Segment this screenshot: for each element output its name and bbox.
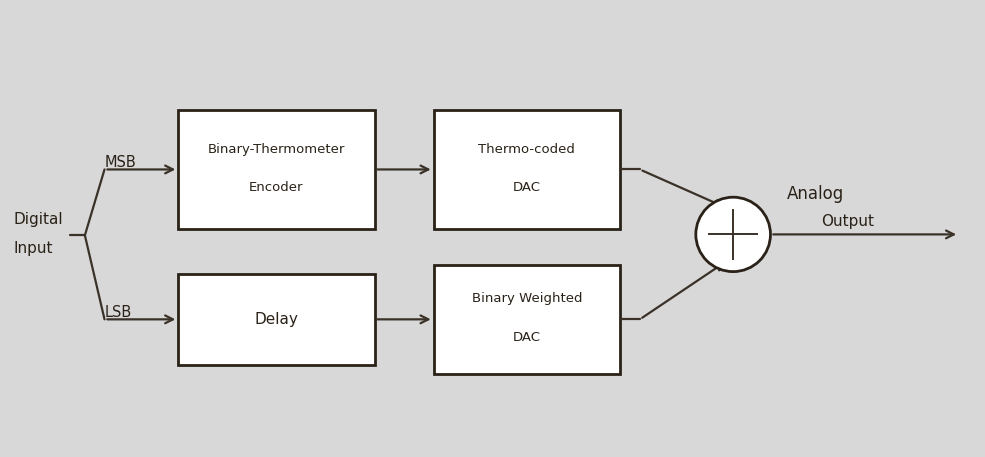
FancyBboxPatch shape — [178, 111, 374, 228]
FancyBboxPatch shape — [433, 111, 621, 228]
Text: Output: Output — [821, 214, 875, 229]
Text: Encoder: Encoder — [249, 181, 303, 194]
Text: Binary-Thermometer: Binary-Thermometer — [208, 143, 345, 155]
Text: Thermo-coded: Thermo-coded — [479, 143, 575, 155]
Text: Analog: Analog — [787, 186, 844, 203]
Text: Binary Weighted: Binary Weighted — [472, 292, 582, 305]
Text: Input: Input — [13, 241, 52, 256]
Text: DAC: DAC — [513, 181, 541, 194]
Ellipse shape — [695, 197, 770, 271]
Text: LSB: LSB — [104, 305, 132, 320]
Text: DAC: DAC — [513, 331, 541, 344]
Text: MSB: MSB — [104, 155, 136, 170]
FancyBboxPatch shape — [433, 265, 621, 374]
Text: Digital: Digital — [13, 212, 63, 227]
FancyBboxPatch shape — [178, 274, 374, 365]
Text: Delay: Delay — [254, 312, 298, 327]
